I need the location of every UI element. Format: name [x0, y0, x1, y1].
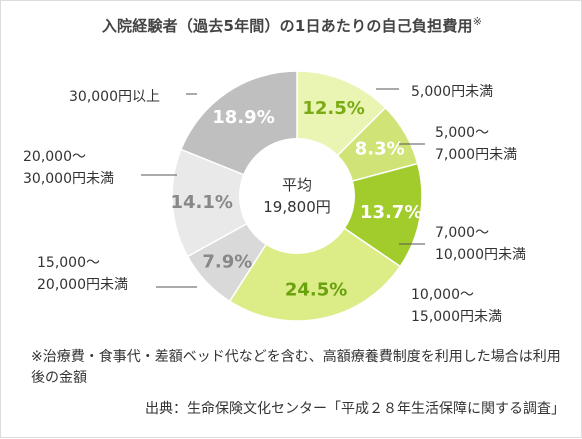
- category-label: 15,000円未満: [411, 309, 502, 325]
- slice-percent-label: 24.5%: [285, 280, 347, 301]
- source-credit: 出典：生命保険文化センター「平成２８年生活保障に関する調査」: [145, 401, 565, 417]
- category-label: 10,000〜: [411, 287, 474, 303]
- pie-slice: [228, 194, 402, 322]
- category-label: 5,000〜: [435, 125, 489, 141]
- chart-title-text: 入院経験者（過去5年間）の1日あたりの自己負担費用: [101, 17, 473, 35]
- pie-slice: [171, 148, 299, 258]
- slice-percent-label: 13.7%: [360, 202, 422, 223]
- slice-percent-label: 8.3%: [355, 138, 405, 159]
- category-label: 5,000円未満: [411, 84, 493, 100]
- slice-percent-label: 18.9%: [212, 107, 274, 128]
- chart-title: 入院経験者（過去5年間）の1日あたりの自己負担費用※: [1, 15, 582, 36]
- category-label: 20,000〜: [23, 149, 86, 165]
- center-label: 平均: [282, 176, 312, 194]
- center-value: 19,800円: [263, 198, 331, 216]
- category-label: 30,000円以上: [69, 89, 160, 105]
- footnote: ※治療費・食事代・差額ベッド代などを含む、高額療養費制度を利用した場合は利用後の…: [31, 349, 561, 386]
- pie-center-hole: [239, 138, 355, 254]
- category-label: 10,000円未満: [435, 247, 526, 263]
- category-label: 15,000〜: [37, 255, 100, 271]
- slice-percent-label: 7.9%: [202, 251, 252, 272]
- category-label: 7,000円未満: [435, 147, 517, 163]
- category-label: 7,000〜: [435, 225, 489, 241]
- slice-percent-label: 12.5%: [302, 98, 364, 119]
- slice-percent-label: 14.1%: [170, 192, 232, 213]
- category-label: 30,000円未満: [23, 171, 114, 187]
- category-label: 20,000円未満: [37, 277, 128, 293]
- title-footnote-mark: ※: [472, 15, 483, 28]
